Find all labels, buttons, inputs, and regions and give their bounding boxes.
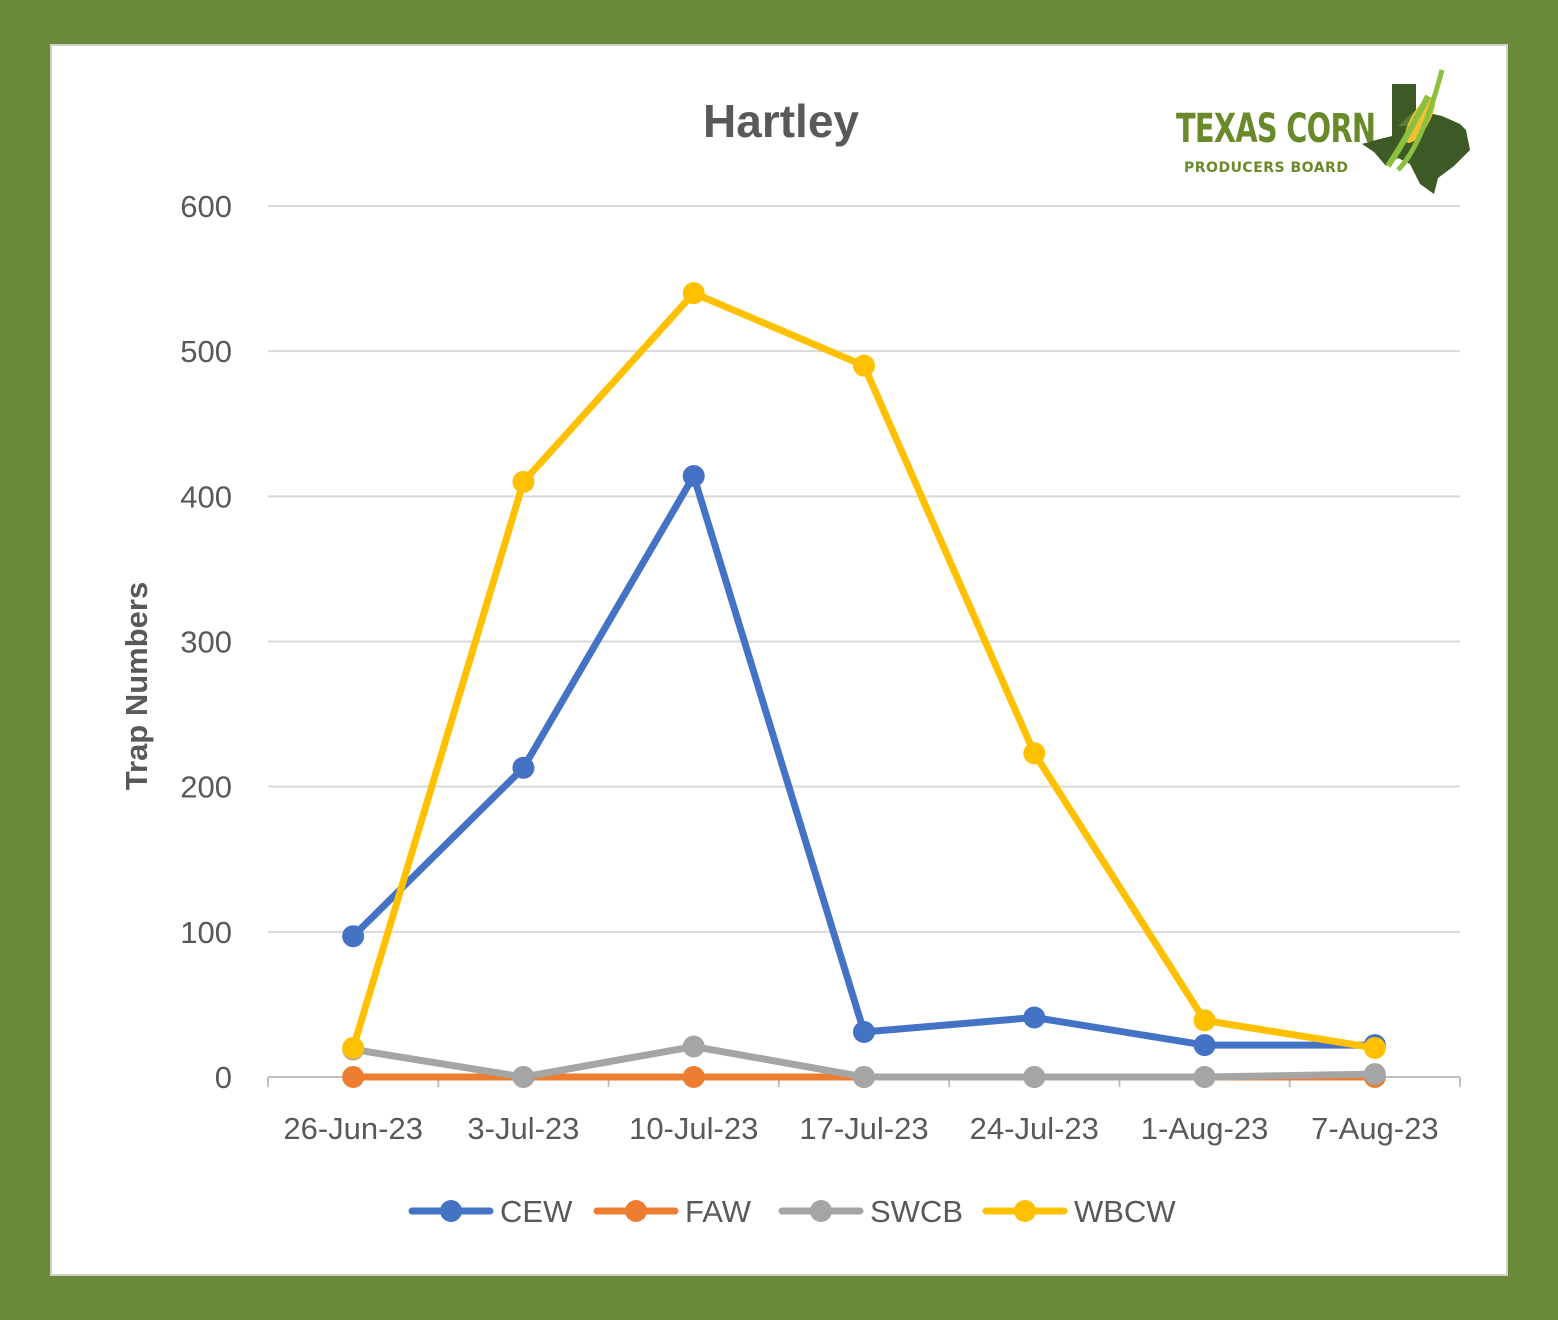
x-tick-label: 7-Aug-23 — [1311, 1111, 1439, 1146]
legend-swatch-marker — [1014, 1200, 1036, 1222]
data-point-cew — [512, 756, 535, 779]
data-point-wbcw — [853, 354, 875, 377]
chart-title: Hartley — [703, 95, 859, 147]
data-point-faw — [682, 1066, 705, 1088]
y-tick-label: 200 — [180, 770, 232, 805]
data-point-cew — [342, 925, 365, 948]
data-point-cew — [682, 465, 705, 488]
data-point-wbcw — [1023, 742, 1046, 765]
data-point-swcb — [682, 1035, 705, 1058]
data-point-swcb — [1023, 1066, 1046, 1088]
logo-subtitle: PRODUCERS BOARD — [1184, 160, 1349, 176]
x-tick-label: 26-Jun-23 — [283, 1111, 423, 1146]
data-point-cew — [853, 1020, 875, 1043]
data-point-wbcw — [682, 282, 705, 305]
data-point-swcb — [1193, 1066, 1216, 1088]
legend-swatch-marker — [810, 1200, 832, 1222]
texas-corn-icon — [1362, 69, 1470, 194]
legend-item-wbcw: WBCW — [982, 1194, 1176, 1229]
x-tick-label: 24-Jul-23 — [970, 1111, 1099, 1146]
y-tick-label: 400 — [180, 479, 232, 514]
legend-item-faw: FAW — [593, 1194, 752, 1229]
y-tick-label: 0 — [215, 1060, 232, 1095]
line-chart: 0 100 200 300 400 500 600 26-Jun-23 3-Jul-23 10-J… — [119, 189, 1461, 1229]
data-point-cew — [1023, 1006, 1046, 1029]
data-point-wbcw — [1193, 1009, 1216, 1032]
data-point-faw — [342, 1066, 365, 1088]
legend-item-swcb: SWCB — [778, 1194, 963, 1229]
data-point-swcb — [1363, 1063, 1386, 1086]
y-tick-label: 500 — [180, 334, 232, 369]
x-tick-label: 10-Jul-23 — [629, 1111, 758, 1146]
legend-label: FAW — [685, 1194, 752, 1229]
x-tick-label: 1-Aug-23 — [1141, 1111, 1269, 1146]
x-tick-label: 3-Jul-23 — [467, 1111, 579, 1146]
legend-item-cew: CEW — [408, 1194, 573, 1229]
legend-label: SWCB — [870, 1194, 963, 1229]
data-point-wbcw — [342, 1036, 365, 1059]
legend-swatch-marker — [440, 1200, 462, 1222]
chart-frame: 0 100 200 300 400 500 600 26-Jun-23 3-Jul-23 10-J… — [50, 44, 1508, 1276]
legend-swatch-marker — [625, 1200, 647, 1222]
data-point-wbcw — [1363, 1036, 1386, 1059]
y-tick-label: 100 — [180, 915, 232, 950]
texas-corn-logo: TEXAS CORN PRODUCERS BOARD — [1172, 66, 1482, 196]
y-axis-label: Trap Numbers — [119, 582, 154, 790]
data-point-swcb — [512, 1066, 535, 1088]
series-line-cew — [349, 472, 1379, 1049]
logo-wordmark: TEXAS CORN — [1176, 106, 1376, 152]
legend-label: WBCW — [1074, 1194, 1176, 1229]
series-line-wbcw — [349, 289, 1379, 1052]
data-point-swcb — [853, 1066, 875, 1088]
data-point-wbcw — [512, 470, 535, 493]
legend-label: CEW — [500, 1194, 573, 1229]
y-tick-label: 300 — [180, 625, 232, 660]
y-tick-label: 600 — [180, 189, 232, 224]
x-tick-label: 17-Jul-23 — [799, 1111, 928, 1146]
data-point-cew — [1193, 1034, 1216, 1057]
